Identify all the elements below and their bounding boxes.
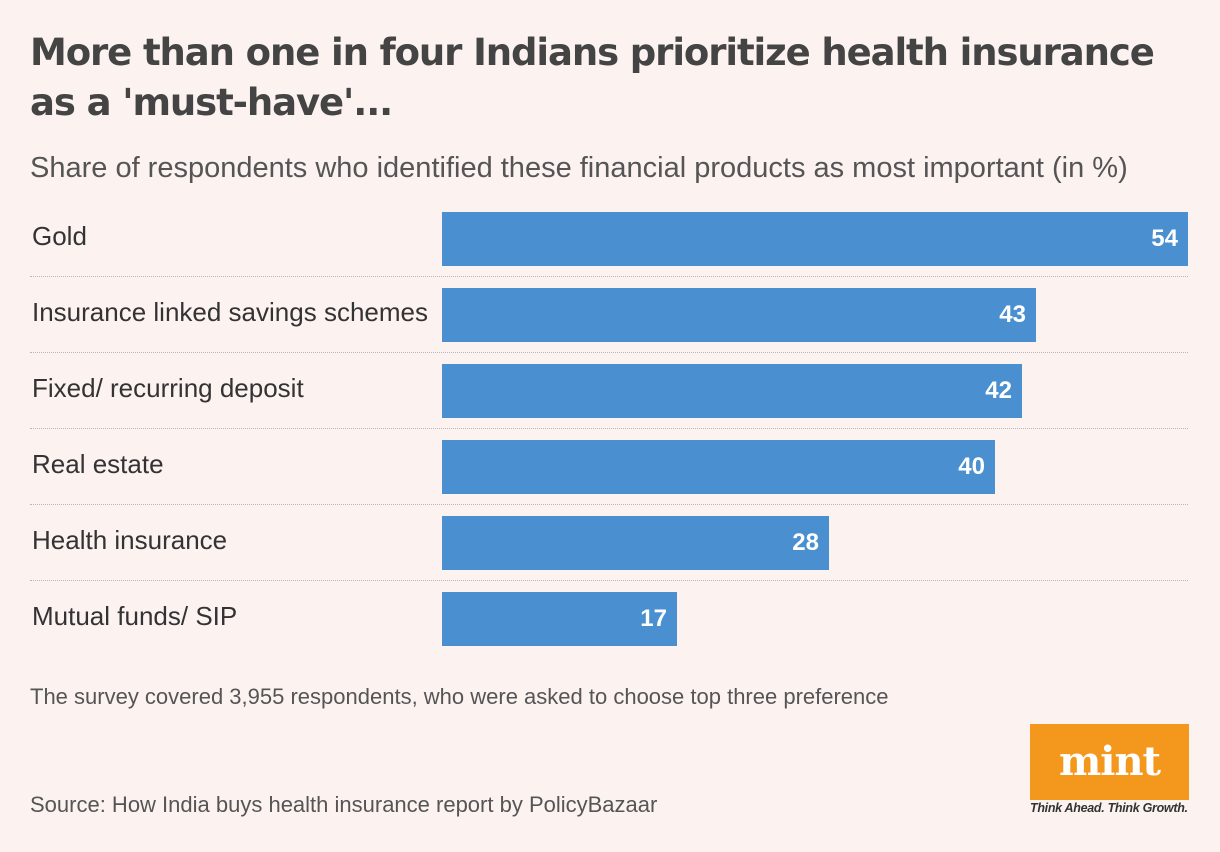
bar-chart: Gold 54 Insurance linked savings schemes 43… [30, 206, 1190, 662]
bar [442, 364, 1022, 418]
mint-logo: mint [1030, 724, 1189, 800]
source-note: Source: How India buys health insurance … [30, 792, 658, 817]
bar [442, 592, 677, 646]
logo-wordmark: mint [1058, 738, 1161, 785]
bar-row: Insurance linked savings schemes 43 [30, 282, 1190, 358]
bar-value-label: 28 [792, 529, 819, 556]
survey-note: The survey covered 3,955 respondents, wh… [30, 684, 889, 709]
bar-row: Mutual funds/ SIP 17 [30, 586, 1190, 662]
bar-value-label: 40 [958, 453, 985, 480]
chart-title: More than one in four Indians prioritize… [30, 31, 1155, 124]
bar [442, 212, 1188, 266]
category-label: Health insurance [32, 525, 228, 555]
bar [442, 288, 1036, 342]
category-label: Mutual funds/ SIP [32, 601, 238, 631]
bar-value-label: 42 [985, 377, 1012, 404]
row-divider [30, 580, 1188, 581]
bar-value-label: 43 [999, 301, 1026, 328]
bar [442, 440, 995, 494]
row-divider [30, 504, 1188, 505]
bar-row: Health insurance 28 [30, 510, 1190, 586]
bar-row: Fixed/ recurring deposit 42 [30, 358, 1190, 434]
logo-tagline: Think Ahead. Think Growth. [1030, 801, 1188, 815]
bar-row: Real estate 40 [30, 434, 1190, 510]
category-label: Fixed/ recurring deposit [32, 373, 304, 403]
row-divider [30, 428, 1188, 429]
chart-subtitle: Share of respondents who identified thes… [30, 152, 1128, 184]
bar-value-label: 54 [1151, 225, 1178, 252]
bar-value-label: 17 [640, 605, 667, 632]
bar-row: Gold 54 [30, 206, 1190, 282]
row-divider [30, 352, 1188, 353]
bar [442, 516, 829, 570]
row-divider [30, 276, 1188, 277]
category-label: Real estate [32, 449, 164, 479]
category-label: Gold [32, 221, 87, 251]
category-label: Insurance linked savings schemes [32, 297, 428, 327]
